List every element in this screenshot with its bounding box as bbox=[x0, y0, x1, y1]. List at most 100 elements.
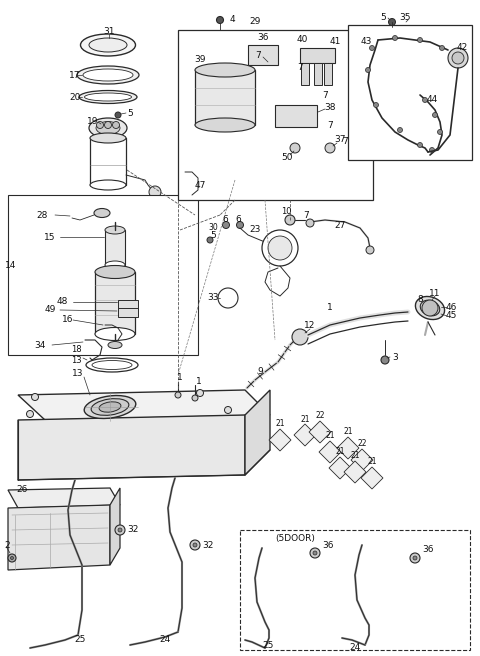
Text: 17: 17 bbox=[69, 70, 81, 79]
Text: 27: 27 bbox=[334, 220, 346, 230]
Ellipse shape bbox=[96, 121, 120, 134]
Bar bbox=[178, 30, 373, 200]
Circle shape bbox=[393, 35, 397, 41]
Text: 12: 12 bbox=[304, 321, 316, 331]
Ellipse shape bbox=[89, 118, 127, 138]
Circle shape bbox=[422, 300, 438, 316]
Text: 36: 36 bbox=[322, 541, 334, 550]
Ellipse shape bbox=[84, 396, 136, 419]
Text: 23: 23 bbox=[249, 226, 261, 234]
Polygon shape bbox=[351, 449, 373, 471]
Polygon shape bbox=[8, 488, 120, 508]
Bar bbox=[301, 63, 309, 85]
Ellipse shape bbox=[105, 261, 125, 269]
Text: 7: 7 bbox=[297, 64, 303, 73]
Circle shape bbox=[452, 52, 464, 64]
Text: 26: 26 bbox=[16, 485, 28, 495]
Polygon shape bbox=[110, 488, 120, 565]
Bar bbox=[118, 308, 138, 317]
Text: 10: 10 bbox=[281, 207, 291, 216]
Text: 11: 11 bbox=[429, 289, 441, 298]
Circle shape bbox=[175, 392, 181, 398]
Circle shape bbox=[223, 222, 229, 228]
Ellipse shape bbox=[91, 399, 129, 415]
Polygon shape bbox=[269, 429, 291, 451]
Bar bbox=[275, 105, 317, 127]
Circle shape bbox=[366, 246, 374, 254]
Text: 38: 38 bbox=[324, 102, 336, 112]
Polygon shape bbox=[18, 390, 270, 420]
Text: 13: 13 bbox=[72, 369, 84, 377]
Ellipse shape bbox=[95, 327, 135, 340]
Text: 36: 36 bbox=[422, 546, 434, 554]
Circle shape bbox=[193, 543, 197, 547]
Circle shape bbox=[192, 395, 198, 401]
Polygon shape bbox=[18, 415, 245, 480]
Text: 1: 1 bbox=[177, 373, 183, 382]
Text: 4: 4 bbox=[229, 16, 235, 24]
Text: 3: 3 bbox=[392, 352, 398, 361]
Text: 7: 7 bbox=[322, 91, 328, 100]
Bar bbox=[300, 48, 335, 63]
Text: 24: 24 bbox=[159, 636, 170, 644]
Bar bbox=[195, 70, 255, 125]
Circle shape bbox=[290, 143, 300, 153]
Circle shape bbox=[432, 112, 437, 117]
Text: 43: 43 bbox=[360, 37, 372, 47]
Circle shape bbox=[216, 16, 224, 24]
Text: 37: 37 bbox=[334, 136, 346, 144]
Circle shape bbox=[268, 236, 292, 260]
Text: 25: 25 bbox=[74, 636, 86, 644]
Ellipse shape bbox=[94, 209, 110, 218]
Bar bbox=[240, 530, 470, 650]
Ellipse shape bbox=[77, 66, 139, 84]
Circle shape bbox=[115, 112, 121, 118]
Text: 21: 21 bbox=[335, 447, 345, 457]
Text: 19: 19 bbox=[87, 117, 99, 125]
Polygon shape bbox=[319, 441, 341, 463]
Bar bbox=[8, 195, 198, 355]
Circle shape bbox=[313, 551, 317, 555]
Circle shape bbox=[418, 37, 422, 43]
Text: 32: 32 bbox=[202, 541, 214, 550]
Text: 21: 21 bbox=[325, 432, 335, 440]
Text: 22: 22 bbox=[357, 440, 367, 449]
Polygon shape bbox=[8, 505, 110, 570]
Circle shape bbox=[430, 148, 434, 152]
Circle shape bbox=[190, 540, 200, 550]
Circle shape bbox=[310, 548, 320, 558]
Circle shape bbox=[218, 288, 238, 308]
Circle shape bbox=[149, 186, 161, 198]
Text: 29: 29 bbox=[249, 18, 261, 26]
Circle shape bbox=[8, 554, 16, 562]
Circle shape bbox=[112, 121, 120, 129]
Text: 50: 50 bbox=[281, 152, 293, 161]
Ellipse shape bbox=[92, 361, 132, 369]
Text: 39: 39 bbox=[194, 56, 206, 64]
Text: 9: 9 bbox=[257, 367, 263, 377]
Ellipse shape bbox=[81, 34, 135, 56]
Bar bbox=[248, 45, 278, 65]
Ellipse shape bbox=[195, 118, 255, 132]
Text: 15: 15 bbox=[44, 232, 56, 241]
Ellipse shape bbox=[90, 133, 126, 143]
Circle shape bbox=[105, 121, 111, 129]
Text: 24: 24 bbox=[349, 644, 360, 653]
Text: 31: 31 bbox=[103, 28, 115, 37]
Ellipse shape bbox=[415, 297, 444, 319]
Text: 49: 49 bbox=[44, 306, 56, 314]
Bar bbox=[314, 63, 322, 85]
Circle shape bbox=[410, 553, 420, 563]
Polygon shape bbox=[337, 437, 359, 459]
Text: 34: 34 bbox=[34, 340, 46, 350]
Circle shape bbox=[397, 127, 403, 133]
Circle shape bbox=[440, 45, 444, 51]
Polygon shape bbox=[294, 424, 316, 446]
Ellipse shape bbox=[83, 69, 133, 81]
Circle shape bbox=[370, 45, 374, 51]
Text: (5DOOR): (5DOOR) bbox=[275, 533, 315, 543]
Circle shape bbox=[306, 219, 314, 227]
Ellipse shape bbox=[84, 93, 132, 101]
Circle shape bbox=[32, 394, 38, 401]
Text: 6: 6 bbox=[235, 216, 241, 224]
